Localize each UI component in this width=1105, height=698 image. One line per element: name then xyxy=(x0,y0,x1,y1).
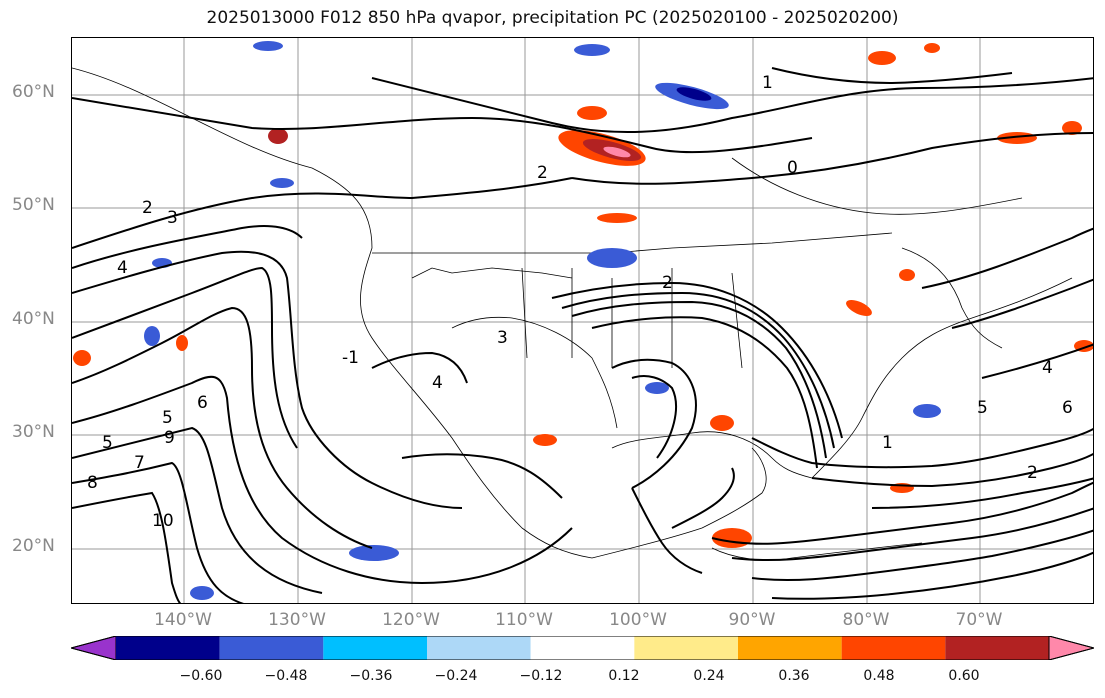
contour-label: 6 xyxy=(1062,398,1073,418)
contour-label: 2 xyxy=(1027,463,1038,483)
lon-label: 80°W xyxy=(842,610,890,630)
colorbar-segments xyxy=(71,636,1094,660)
lat-label: 40°N xyxy=(12,309,55,329)
colorbar-tick: 0.48 xyxy=(863,668,895,684)
contour-map: 1 0 2 2 2 3 3 4 4 5 5 6 7 8 9 10 -1 1 2 … xyxy=(72,38,1093,603)
colorbar-segment xyxy=(945,636,1049,660)
colorbar-tick: 0.36 xyxy=(778,668,810,684)
colorbar-tick: −0.60 xyxy=(179,668,223,684)
contour-labels: 1 0 2 2 2 3 3 4 4 5 5 6 7 8 9 10 -1 1 2 … xyxy=(87,73,1073,531)
colorbar-tick: 0.24 xyxy=(693,668,725,684)
lon-label: 100°W xyxy=(609,610,667,630)
graticule xyxy=(72,38,1093,603)
colorbar-segment xyxy=(530,636,635,660)
lon-label: 70°W xyxy=(955,610,1003,630)
colorbar-segment xyxy=(116,636,220,660)
contour-label: 4 xyxy=(1042,358,1053,378)
colorbar-tick: −0.48 xyxy=(264,668,308,684)
contour-label: 2 xyxy=(142,198,153,218)
lon-label: 130°W xyxy=(268,610,326,630)
colorbar xyxy=(71,636,1094,660)
contour-label: 9 xyxy=(164,428,175,448)
colorbar-segment xyxy=(219,636,324,660)
contour-label: 5 xyxy=(162,408,173,428)
colorbar-segment xyxy=(427,636,531,660)
contour-label: 7 xyxy=(134,453,145,473)
contour-label: 6 xyxy=(197,393,208,413)
lon-label: 120°W xyxy=(382,610,440,630)
lat-label: 20°N xyxy=(12,536,55,556)
colorbar-extend-low xyxy=(71,636,117,660)
colorbar-segment xyxy=(634,636,738,660)
colorbar-segment xyxy=(323,636,427,660)
qvapor-contours xyxy=(72,67,1093,603)
lon-label: 90°W xyxy=(728,610,776,630)
lat-label: 60°N xyxy=(12,82,55,102)
contour-label: 4 xyxy=(117,258,128,278)
contour-label: 8 xyxy=(87,473,98,493)
contour-label: 5 xyxy=(977,398,988,418)
contour-label: 3 xyxy=(497,328,508,348)
map-panel: 1 0 2 2 2 3 3 4 4 5 5 6 7 8 9 10 -1 1 2 … xyxy=(71,37,1094,604)
contour-label: 10 xyxy=(152,511,174,531)
contour-label: 5 xyxy=(102,433,113,453)
contour-label: 2 xyxy=(537,163,548,183)
colorbar-tick: 0.60 xyxy=(948,668,980,684)
colorbar-segment xyxy=(841,636,946,660)
lat-label: 50°N xyxy=(12,195,55,215)
colorbar-tick: −0.36 xyxy=(349,668,393,684)
lon-label: 110°W xyxy=(495,610,553,630)
colorbar-tick: 0.12 xyxy=(608,668,640,684)
contour-label: 1 xyxy=(762,73,773,93)
contour-label: 4 xyxy=(432,373,443,393)
shaded-fields xyxy=(73,41,1093,600)
lat-label: 30°N xyxy=(12,422,55,442)
contour-label: 1 xyxy=(882,433,893,453)
colorbar-tick: −0.12 xyxy=(519,668,563,684)
lon-label: 140°W xyxy=(154,610,212,630)
contour-label: 0 xyxy=(787,158,798,178)
map-title: 2025013000 F012 850 hPa qvapor, precipit… xyxy=(206,8,899,28)
contour-label: 3 xyxy=(167,208,178,228)
colorbar-tick: −0.24 xyxy=(434,668,478,684)
contour-label: -1 xyxy=(342,348,359,368)
contour-label: 2 xyxy=(662,273,673,293)
colorbar-segment xyxy=(738,636,842,660)
colorbar-extend-high xyxy=(1048,636,1094,660)
